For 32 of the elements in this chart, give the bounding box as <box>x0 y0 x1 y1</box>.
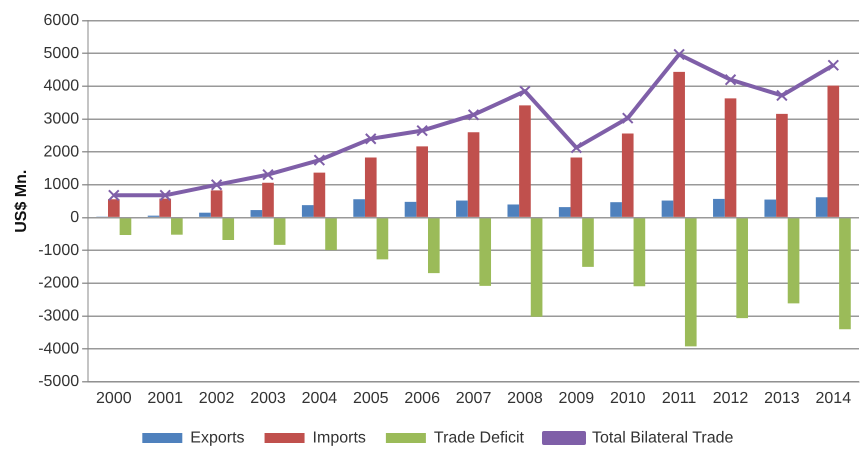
y-tick-label: -2000 <box>38 274 80 292</box>
y-tick-label: 3000 <box>44 110 80 128</box>
legend-label: Exports <box>190 429 245 446</box>
y-axis-title: US$ Mn. <box>13 170 30 233</box>
y-tick-label: 6000 <box>44 12 80 30</box>
x-tick-label: 2009 <box>558 390 594 407</box>
x-tick-label: 2010 <box>610 390 646 407</box>
y-tick-label: -3000 <box>38 308 80 325</box>
legend-label: Total Bilateral Trade <box>592 429 734 446</box>
x-tick-label: 2008 <box>507 390 543 407</box>
y-tick-label: 4000 <box>44 78 80 95</box>
y-tick-label: 5000 <box>44 44 80 62</box>
x-tick-label: 2006 <box>404 390 440 407</box>
x-tick-label: 2000 <box>96 390 132 407</box>
x-tick-label: 2003 <box>250 390 286 407</box>
legend-label: Imports <box>312 429 366 446</box>
x-tick-label: 2007 <box>456 390 492 407</box>
x-tick-label: 2012 <box>712 390 748 407</box>
x-tick-label: 2005 <box>352 390 389 407</box>
x-tick-label: 2004 <box>302 390 338 407</box>
legend-label: Trade Deficit <box>434 429 525 446</box>
y-tick-label: 2000 <box>44 143 80 160</box>
x-tick-label: 2013 <box>764 390 800 407</box>
y-tick-label: 0 <box>70 209 80 226</box>
x-tick-label: 2001 <box>147 390 184 407</box>
x-tick-label: 2014 <box>816 390 852 407</box>
x-tick-label: 2002 <box>198 390 234 407</box>
y-tick-label: 1000 <box>44 176 80 194</box>
y-tick-label: -4000 <box>38 340 80 358</box>
y-tick-label: -5000 <box>38 373 80 390</box>
y-tick-label: -1000 <box>38 242 80 259</box>
x-tick-label: 2011 <box>662 390 696 407</box>
